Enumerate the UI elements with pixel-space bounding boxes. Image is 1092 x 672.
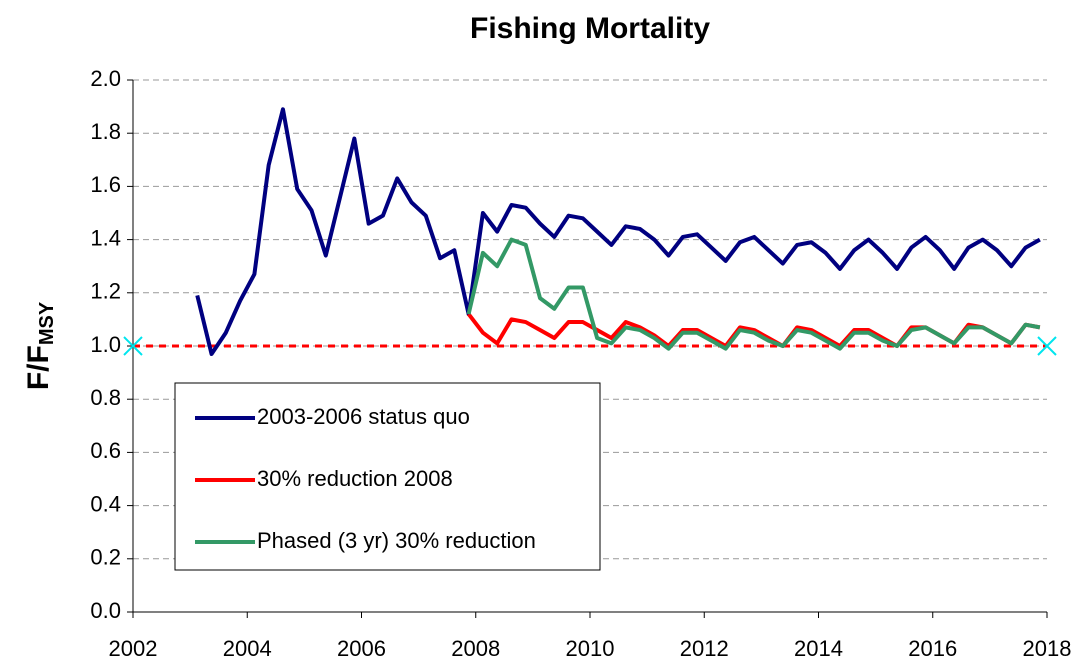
x-tick-label: 2010 [566,636,615,661]
y-label-sub: MSY [36,301,58,345]
y-tick-label: 1.8 [90,119,121,144]
y-tick-label: 1.2 [90,279,121,304]
y-axis-label: F/FMSY [22,301,58,390]
y-tick-label: 1.4 [90,225,121,250]
x-tick-label: 2004 [223,636,272,661]
reference-marker [1037,336,1057,356]
legend-box [174,382,601,571]
legend-label: Phased (3 yr) 30% reduction [257,528,536,553]
x-tick-label: 2008 [451,636,500,661]
y-tick-label: 0.8 [90,385,121,410]
legend-label: 30% reduction 2008 [257,466,453,491]
y-tick-label: 0.6 [90,438,121,463]
x-tick-label: 2012 [680,636,729,661]
x-tick-label: 2014 [794,636,843,661]
legend-label: 2003-2006 status quo [257,404,470,429]
chart-title: Fishing Mortality [470,12,710,45]
x-tick-label: 2002 [109,636,158,661]
x-tick-label: 2016 [908,636,957,661]
marker-cross [123,336,143,356]
x-tick-label: 2018 [1023,636,1072,661]
series-line [195,107,1041,356]
reference-marker [123,336,143,356]
y-tick-label: 0.4 [90,491,121,516]
y-tick-label: 1.6 [90,172,121,197]
marker-cross [1037,336,1057,356]
y-tick-label: 2.0 [90,66,121,91]
y-tick-label: 1.0 [90,332,121,357]
series-line [466,237,1041,351]
y-tick-label: 0.0 [90,598,121,623]
y-label-main: F/F [22,345,55,390]
y-tick-label: 0.2 [90,545,121,570]
x-tick-label: 2006 [337,636,386,661]
